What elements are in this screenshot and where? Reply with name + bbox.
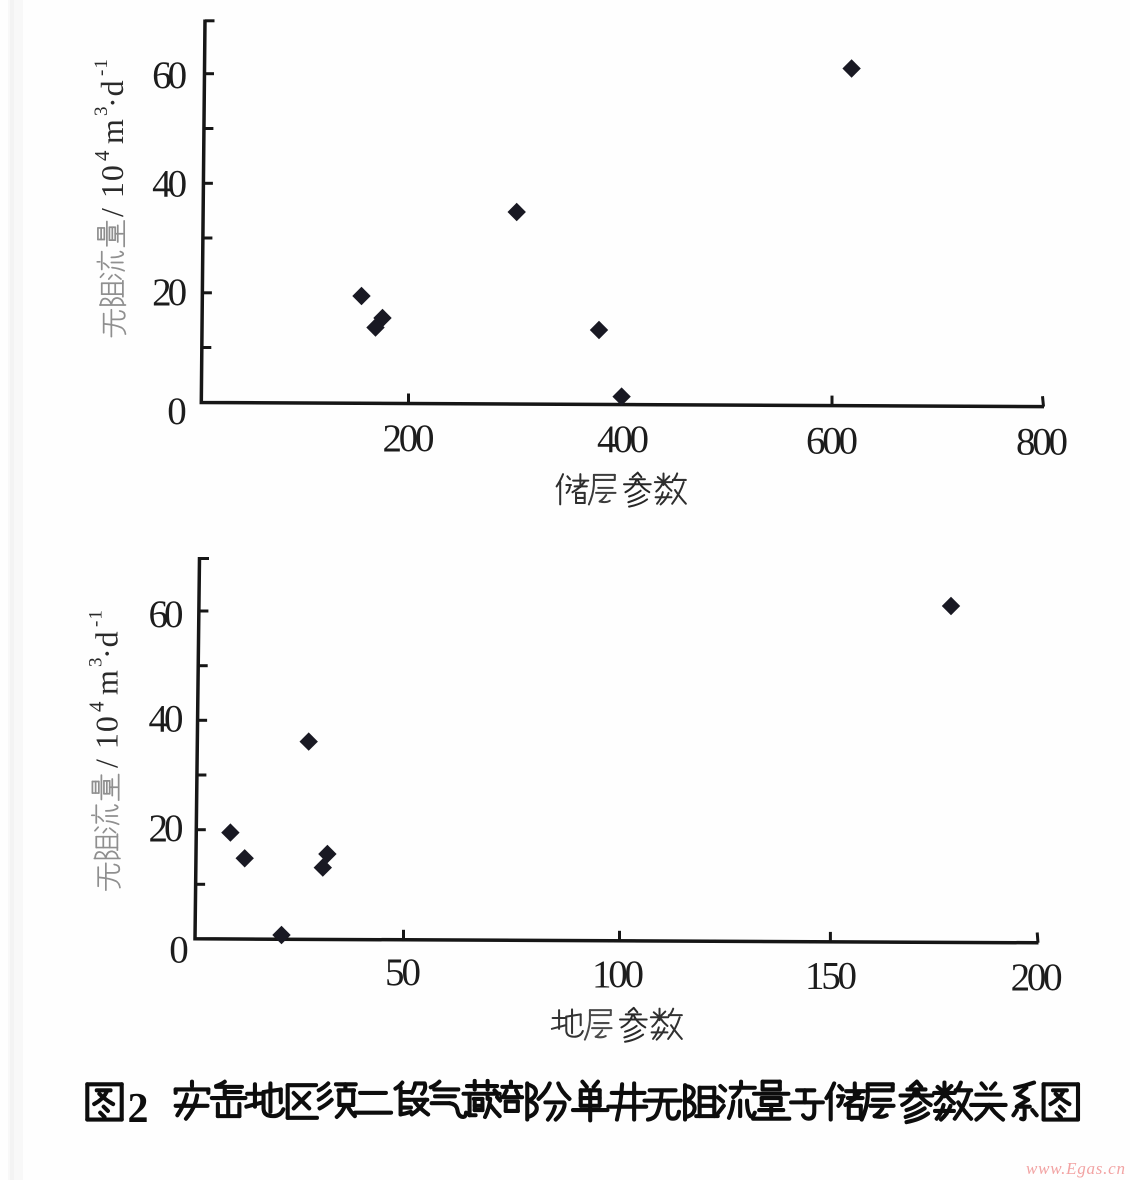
svg-text:/ 104m3·d-1: / 104m3·d-1 bbox=[85, 609, 125, 768]
svg-text:40: 40 bbox=[149, 698, 184, 741]
svg-text:60: 60 bbox=[149, 593, 184, 636]
svg-text:/ 104m3·d-1: / 104m3·d-1 bbox=[90, 58, 130, 217]
svg-text:200: 200 bbox=[383, 417, 435, 460]
svg-text:www.Egas.cn: www.Egas.cn bbox=[1026, 1159, 1125, 1178]
svg-text:0: 0 bbox=[169, 929, 189, 972]
svg-text:0: 0 bbox=[167, 390, 187, 433]
svg-text:200: 200 bbox=[1011, 956, 1063, 999]
svg-text:150: 150 bbox=[805, 955, 857, 998]
svg-text:20: 20 bbox=[149, 807, 184, 850]
svg-text:600: 600 bbox=[806, 420, 858, 463]
svg-text:60: 60 bbox=[152, 54, 187, 97]
svg-text:100: 100 bbox=[592, 953, 644, 996]
svg-text:50: 50 bbox=[385, 951, 421, 994]
svg-text:400: 400 bbox=[597, 418, 649, 461]
svg-text:2: 2 bbox=[128, 1086, 149, 1132]
svg-text:800: 800 bbox=[1016, 421, 1068, 464]
svg-text:20: 20 bbox=[152, 271, 187, 314]
svg-text:40: 40 bbox=[152, 163, 187, 206]
